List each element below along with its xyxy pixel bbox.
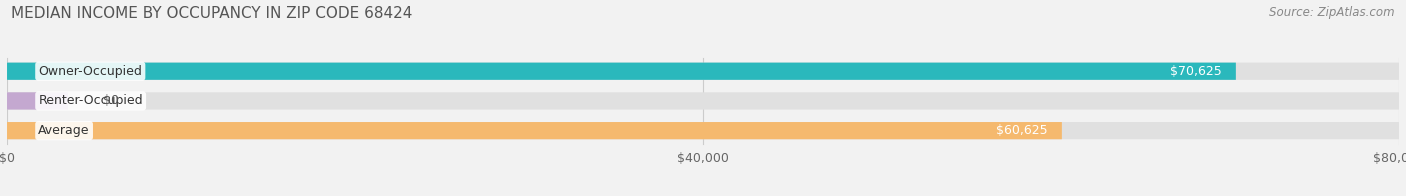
FancyBboxPatch shape: [7, 92, 1399, 110]
Text: $70,625: $70,625: [1170, 65, 1222, 78]
Text: $0: $0: [103, 94, 118, 107]
Text: Renter-Occupied: Renter-Occupied: [38, 94, 143, 107]
FancyBboxPatch shape: [7, 63, 1236, 80]
Text: Average: Average: [38, 124, 90, 137]
FancyBboxPatch shape: [7, 122, 1399, 139]
Text: $60,625: $60,625: [997, 124, 1047, 137]
Text: Source: ZipAtlas.com: Source: ZipAtlas.com: [1270, 6, 1395, 19]
Text: Owner-Occupied: Owner-Occupied: [38, 65, 142, 78]
Text: MEDIAN INCOME BY OCCUPANCY IN ZIP CODE 68424: MEDIAN INCOME BY OCCUPANCY IN ZIP CODE 6…: [11, 6, 412, 21]
FancyBboxPatch shape: [7, 92, 67, 110]
FancyBboxPatch shape: [7, 122, 1062, 139]
FancyBboxPatch shape: [7, 63, 1399, 80]
